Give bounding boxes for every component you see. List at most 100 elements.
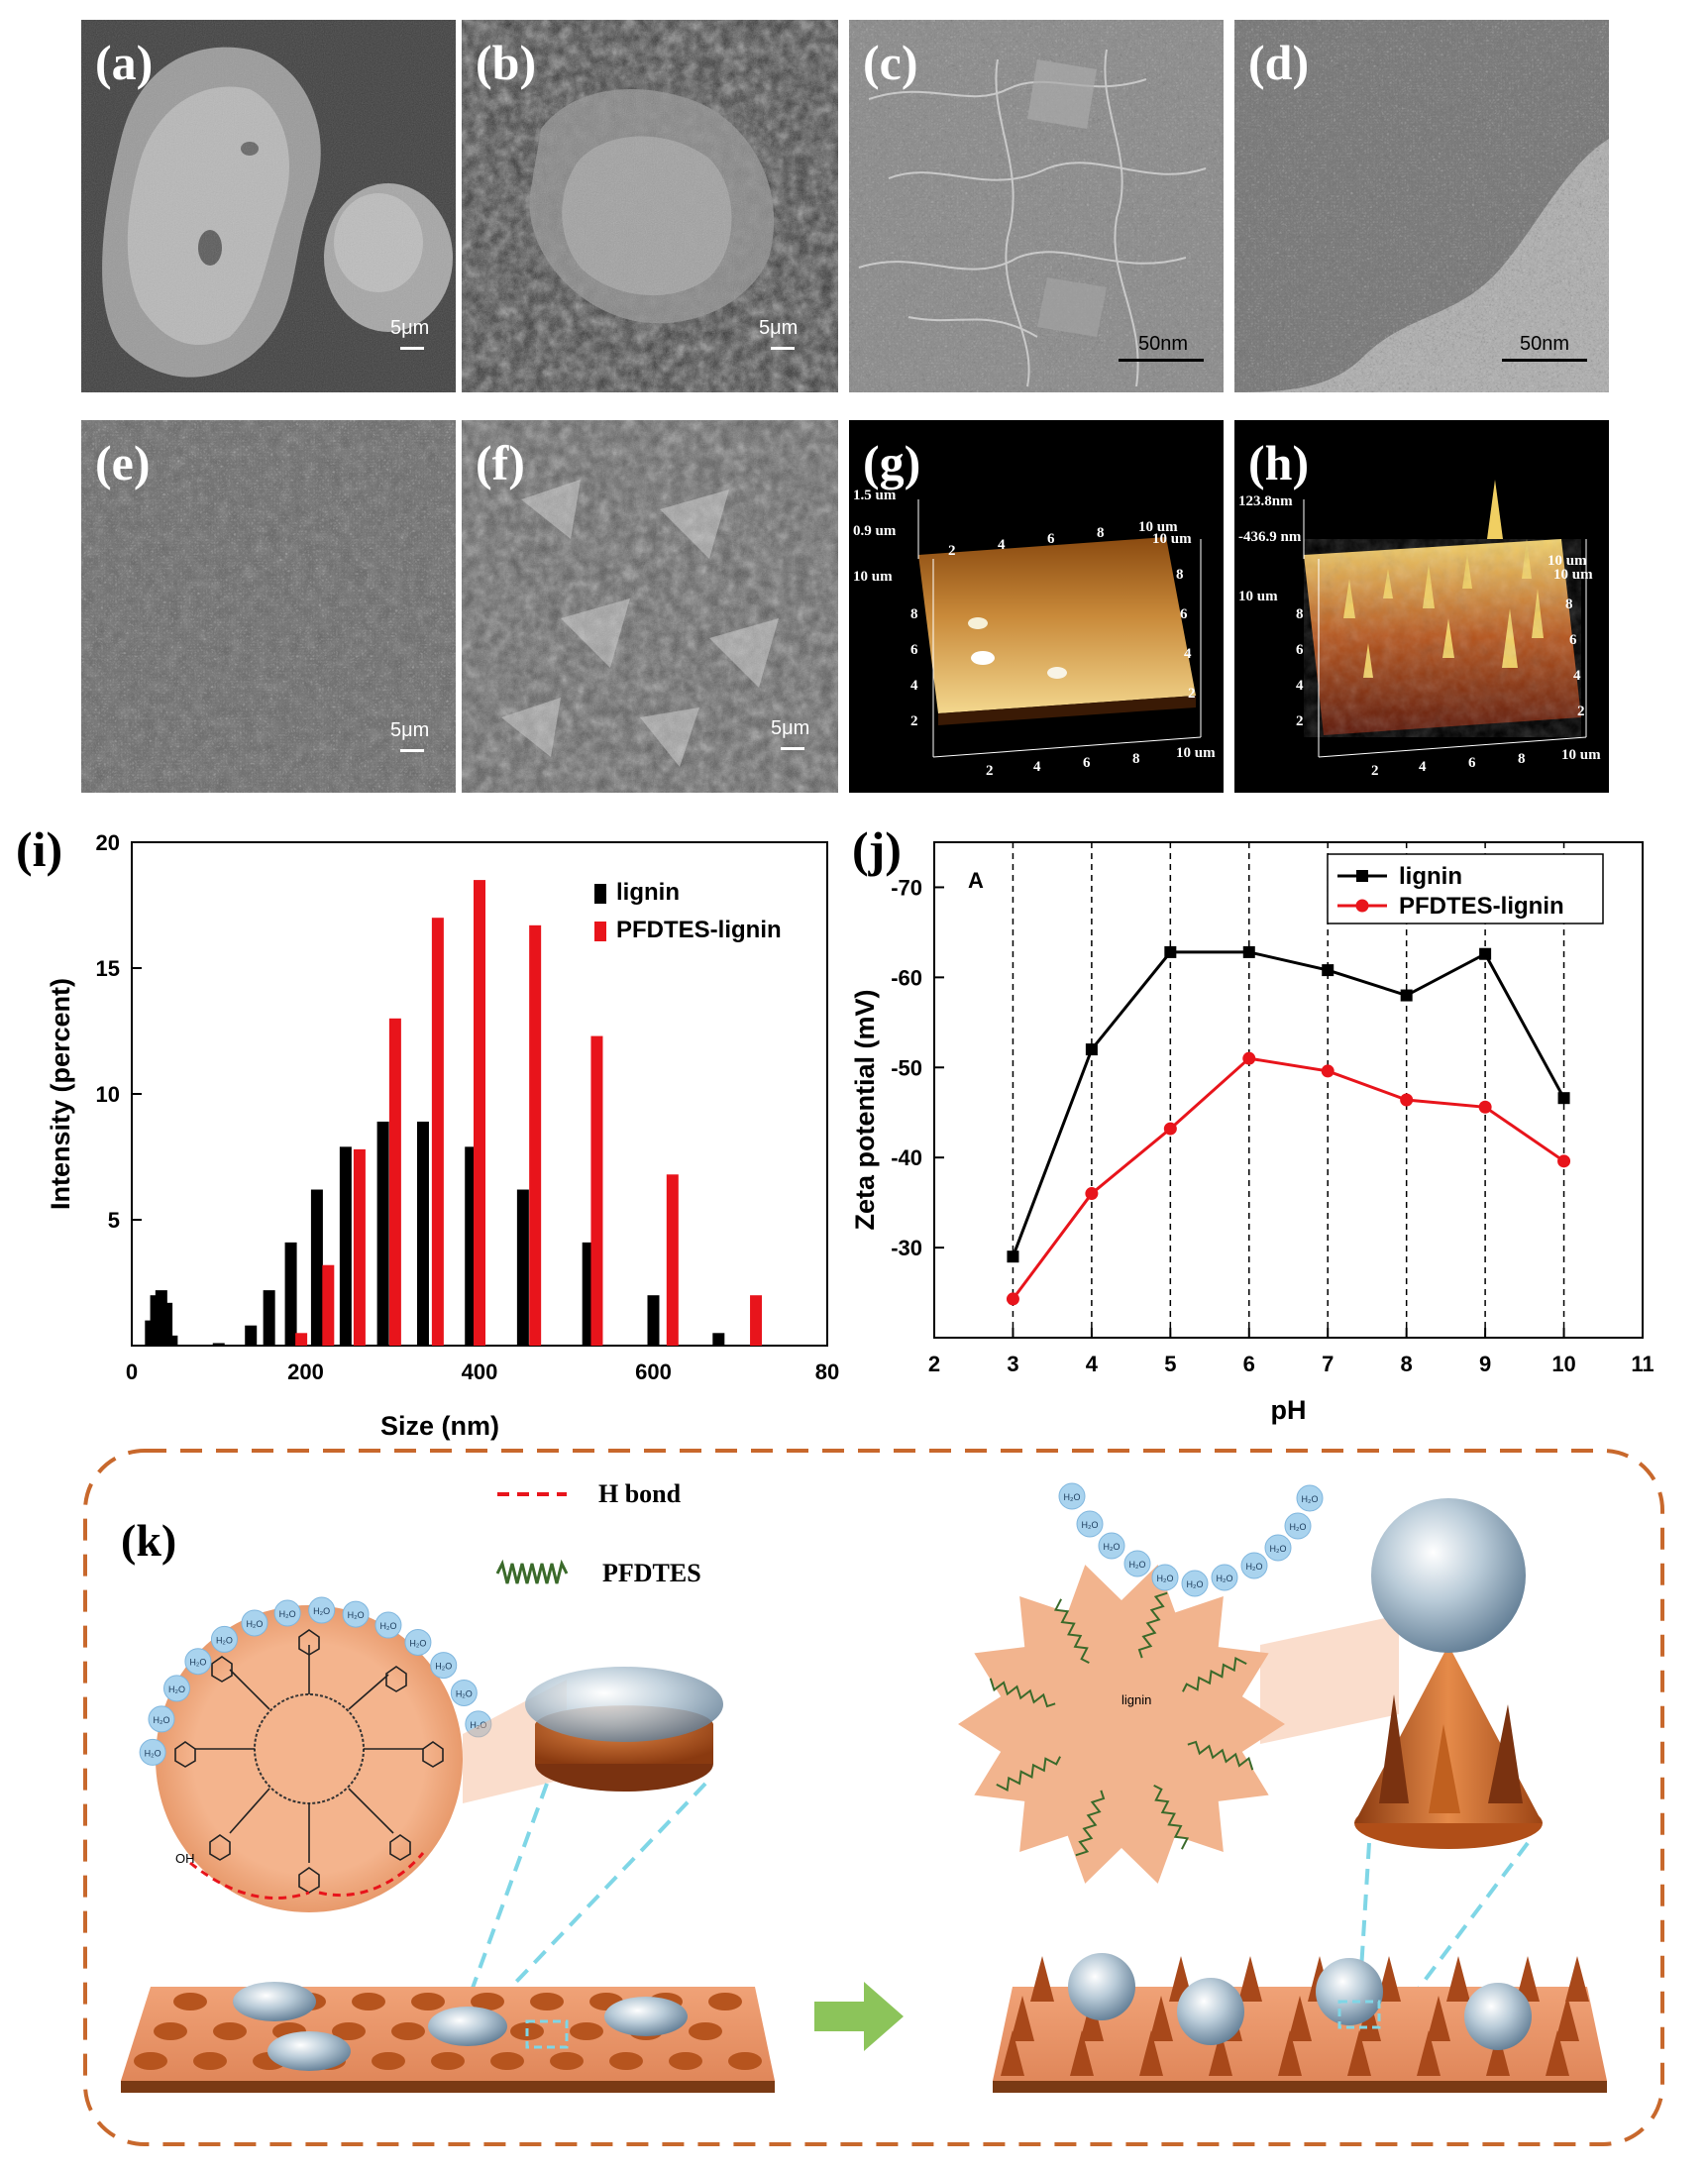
surface-bump <box>213 2022 247 2040</box>
panel-label-e: (e) <box>95 435 151 490</box>
legend-label: lignin <box>1399 863 1462 890</box>
afm-h-tick-x1: 2 <box>1371 763 1379 779</box>
afm-h-z-top: 123.8nm <box>1238 493 1293 509</box>
bar-lignin <box>339 1146 352 1346</box>
zoom-box-right <box>1337 2000 1381 2029</box>
x-tick-label: 7 <box>1322 1352 1334 1376</box>
sem-image-a <box>81 20 456 392</box>
afm-h-tick-y2: 4 <box>1296 678 1304 694</box>
bar-PFDTES-lignin <box>666 1174 679 1346</box>
series-line-PFDTES-lignin <box>1012 1056 1565 1300</box>
afm-image-h: 123.8nm -436.9 nm 10 um 10 um 10 um 10 u… <box>1234 420 1609 793</box>
afm-g-tick-r2: 6 <box>1180 606 1188 622</box>
x-tick-label: 80 <box>815 1359 839 1384</box>
scale-bar-a <box>400 347 424 350</box>
pfdtes-chain-coil <box>1153 1785 1190 1850</box>
water-molecule-icon <box>1076 1510 1104 1538</box>
surface-cone <box>1565 1956 1589 2002</box>
x-tick-label: 4 <box>1086 1352 1099 1376</box>
bar-lignin <box>416 1121 429 1346</box>
water-molecule-icon <box>1284 1512 1312 1540</box>
water-molecule-label: H₂O <box>1302 1494 1319 1504</box>
water-molecule-label: H₂O <box>279 1609 296 1619</box>
scheme-k-diagram: (k) H bond PFDTES OH H₂OH₂OH₂OH₂OH₂OH₂OH… <box>83 1449 1664 2146</box>
surface-cone <box>1417 2030 1441 2076</box>
surface-bump <box>332 2022 366 2040</box>
scale-bar-e <box>400 749 424 752</box>
point-PFDTES-lignin <box>1163 1122 1177 1136</box>
water-molecule-icon <box>1058 1482 1086 1510</box>
afm-h-corner1: 10 um <box>1548 553 1587 569</box>
panel-label-i: (i) <box>16 821 63 877</box>
panel-label-f: (f) <box>476 435 525 490</box>
y-tick-label: 20 <box>96 830 120 855</box>
surface-cone <box>1347 2030 1371 2076</box>
surface-cone <box>1278 2030 1302 2076</box>
surface-bump <box>372 2052 405 2070</box>
afm-h-tick-x2: 4 <box>1419 759 1427 775</box>
scale-label-d: 50nm <box>1520 333 1570 355</box>
y-tick-label: -30 <box>891 1236 922 1260</box>
surface-cone <box>1209 2030 1232 2076</box>
afm-image-g: 1.5 um 0.9 um 10 um 10 um 10 um 10 um 2 … <box>849 420 1224 793</box>
afm-g-tick-r3: 4 <box>1184 646 1192 662</box>
water-molecule-label: H₂O <box>1187 1579 1204 1589</box>
hydroxyl-label: OH <box>175 1851 195 1866</box>
x-axis-title: pH <box>1271 1395 1307 1425</box>
afm-h-y-top: 10 um <box>1238 589 1278 604</box>
scale-bar-c <box>1119 359 1204 362</box>
bar-lignin <box>160 1302 173 1346</box>
water-molecule-label: H₂O <box>1064 1492 1081 1502</box>
panel-label-g: (g) <box>863 435 921 490</box>
afm-g-tick-y2: 4 <box>910 678 918 694</box>
magnify-line-left-2 <box>495 1782 707 2004</box>
afm-h-tick-r4: 2 <box>1577 704 1585 719</box>
water-molecule-icon <box>308 1596 336 1624</box>
y-tick-label: -60 <box>891 965 922 990</box>
water-molecule-label: H₂O <box>1290 1522 1307 1532</box>
pfdtes-chain-coil <box>1075 1790 1106 1857</box>
magnify-line-left-1 <box>466 1783 549 2003</box>
bar-lignin <box>212 1343 225 1346</box>
water-molecule-icon <box>1211 1564 1238 1591</box>
pfdtes-chain-coil <box>1182 1656 1247 1692</box>
water-molecule-icon <box>342 1600 370 1628</box>
pfdtes-legend-coil <box>495 1559 569 1584</box>
water-molecule-icon <box>465 1710 492 1738</box>
y-tick-label: -50 <box>891 1055 922 1080</box>
afm-g-tick-r4: 2 <box>1188 686 1196 702</box>
water-molecule-label: H₂O <box>153 1715 169 1725</box>
chart-j-svg: A 2 3 4 5 6 7 8 9 10 11 -30 -40 -50 -60 -70 pH Zeta poten… <box>850 841 1655 1425</box>
afm-g-tick-x3: 6 <box>1083 755 1091 771</box>
surface-cone <box>1288 1996 1312 2041</box>
afm-g-tick-top4: 8 <box>1097 525 1105 541</box>
water-molecule-label: H₂O <box>435 1662 452 1672</box>
bar-PFDTES-lignin <box>590 1035 603 1346</box>
x-tick-label: 3 <box>1007 1352 1018 1376</box>
water-molecule-icon <box>1151 1564 1179 1591</box>
water-molecule-label: H₂O <box>1270 1544 1287 1554</box>
x-tick-label: 10 <box>1551 1352 1575 1376</box>
water-molecule-icon <box>1264 1534 1292 1562</box>
afm-g-tick-y1: 2 <box>910 713 918 729</box>
panel-label-j: (j) <box>852 821 902 877</box>
afm-g-tick-x4: 8 <box>1132 751 1140 767</box>
bar-lignin <box>310 1189 323 1346</box>
point-lignin <box>1164 945 1177 958</box>
afm-g-tick-top1: 2 <box>948 543 956 559</box>
water-molecule-icon <box>184 1648 212 1676</box>
water-molecule-icon <box>1098 1532 1125 1560</box>
panel-d-tem-image: (d) 50nm <box>1234 20 1609 392</box>
bar-PFDTES-lignin <box>353 1148 366 1346</box>
surface-droplets-left <box>233 1982 688 2071</box>
bar-lignin <box>245 1325 258 1346</box>
point-PFDTES-lignin <box>1085 1187 1099 1201</box>
scheme-dashed-border <box>83 1449 1664 2146</box>
afm-g-z-mid: 0.9 um <box>853 523 897 539</box>
panel-label-b: (b) <box>476 35 537 90</box>
afm-h-tick-r1: 8 <box>1565 597 1573 612</box>
lignin-particle-circle: OH <box>156 1605 463 1912</box>
afm-h-x-end: 10 um <box>1561 747 1601 763</box>
surface-cone <box>1555 1996 1579 2041</box>
point-PFDTES-lignin <box>1557 1154 1571 1168</box>
